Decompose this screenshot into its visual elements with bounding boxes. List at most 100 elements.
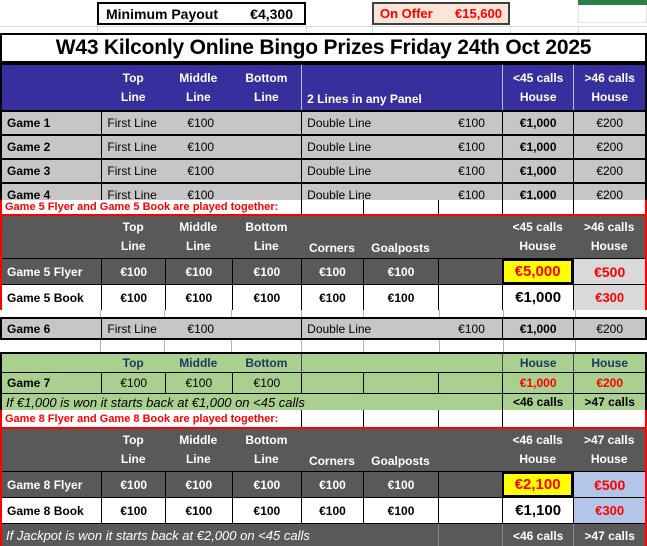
prize-cell: €100 — [301, 498, 363, 523]
header-house-lt45: <45 calls House — [512, 220, 563, 253]
spacer-row — [0, 340, 647, 352]
house-gt46-cell: €500 — [573, 259, 645, 284]
house-gt46-cell: €200 — [573, 136, 645, 158]
prize-cell: €100 — [101, 472, 165, 497]
empty-cell — [438, 498, 502, 523]
house-lt45-cell: €1,000 — [501, 319, 574, 338]
game7-table: Top Middle Bottom House House Game 7 €10… — [0, 352, 647, 410]
games-1-4-table: Top Line Middle Line Bottom Line 2 Lines in… — [0, 63, 647, 206]
empty-cell — [502, 340, 575, 352]
empty-cell — [439, 340, 503, 352]
game5-note-text: Game 5 Flyer and Game 5 Book are played … — [5, 201, 279, 213]
calls-label: >47 calls — [573, 524, 645, 546]
game-row: Game 7 €100 €100 €100 €1,000 €200 — [2, 372, 645, 393]
prize-cell: €100 — [101, 259, 165, 284]
empty-cell — [301, 200, 363, 214]
prize-cell: €100 — [362, 472, 439, 497]
empty-cell — [100, 310, 164, 317]
game7-note-text: If €1,000 is won it starts back at €1,00… — [6, 394, 305, 410]
empty-cell — [438, 429, 502, 471]
house-jackpot-cell: €2,100 — [501, 472, 574, 497]
header-goalposts: Goalposts — [371, 241, 430, 255]
game5-table: Top Line Middle Line Bottom Line Corners Go… — [0, 214, 647, 310]
gridline — [510, 26, 511, 33]
line-prize-cell: First Line €100 — [101, 319, 301, 338]
empty-cell — [362, 410, 439, 427]
game-name-cell: Game 6 — [7, 321, 51, 336]
game-row: Game 6 First Line €100 Double Line €100 €1… — [2, 319, 645, 338]
panel-prize-cell: Double Line €100 — [301, 319, 502, 338]
header-middle-line: Middle Line — [179, 70, 218, 104]
gridline — [578, 26, 579, 33]
game-name-cell: Game 2 — [7, 140, 51, 154]
game8-flyer-row: Game 8 Flyer €100 €100 €100 €100 €100 €2… — [2, 471, 645, 497]
empty-cell — [574, 310, 647, 317]
empty-cell — [164, 310, 231, 317]
game8-header-row: Top Line Middle Line Bottom Line Corners Go… — [2, 429, 645, 471]
header-middle-line: Middle Line — [179, 433, 218, 466]
header-house-gt47: >47 calls House — [583, 433, 635, 466]
empty-cell — [578, 5, 647, 23]
house-lt45-cell: €1,000 — [501, 285, 574, 310]
game6-table: Game 6 First Line €100 Double Line €100 €1… — [0, 317, 647, 340]
empty-cell — [0, 310, 100, 317]
header-bottom: Bottom — [245, 356, 288, 370]
house-lt45-cell: €1,000 — [501, 184, 574, 206]
prize-cell: €100 — [362, 259, 439, 284]
house-gt46-cell: €200 — [573, 184, 645, 206]
gridline — [0, 26, 647, 27]
on-offer-label: On Offer — [380, 6, 433, 21]
house-gt47-cell: €500 — [573, 472, 645, 497]
on-offer-value: €15,600 — [455, 6, 502, 21]
game-row: Game 1 First Line €100 Double Line €100 €1… — [2, 110, 645, 134]
on-offer-box: On Offer €15,600 — [372, 2, 510, 25]
prize-cell: €100 — [101, 285, 165, 310]
header-corner-cell — [2, 65, 101, 110]
game-name-cell: Game 7 — [7, 376, 51, 390]
empty-cell — [438, 200, 502, 214]
empty-cell — [439, 310, 503, 317]
header-top-line: Top Line — [120, 220, 146, 253]
line-prize-cell: First Line €100 — [101, 160, 301, 182]
calls-label: <46 calls — [501, 524, 574, 546]
house-lt45-cell: €1,000 — [501, 136, 574, 158]
header-house-gt46: >46 calls House — [583, 220, 635, 253]
prize-cell: €100 — [164, 373, 232, 393]
calls-label: <46 calls — [501, 394, 574, 410]
game-row: Game 2 First Line €100 Double Line €100 €1… — [2, 134, 645, 158]
empty-cell — [501, 410, 574, 427]
empty-cell — [0, 340, 100, 352]
prize-cell: €100 — [301, 259, 363, 284]
header-house-lt46: <46 calls House — [512, 433, 563, 466]
empty-cell — [573, 410, 645, 427]
empty-cell — [231, 310, 301, 317]
header-top-line: Top Line — [120, 433, 146, 466]
game8-table: Top Line Middle Line Bottom Line Corners Go… — [0, 427, 647, 546]
header-bottom-line: Bottom Line — [245, 220, 288, 253]
house-gt46-cell: €200 — [573, 319, 645, 338]
empty-cell — [231, 340, 301, 352]
house-jackpot-cell: €5,000 — [501, 259, 574, 284]
empty-cell — [301, 373, 363, 393]
empty-cell — [438, 472, 502, 497]
panel-prize-cell: Double Line €100 — [301, 112, 502, 134]
header-corners: Corners — [308, 454, 355, 468]
game-name-cell: Game 4 — [7, 188, 51, 202]
house-gt46-cell: €200 — [573, 112, 645, 134]
game-name-cell: Game 5 Book — [7, 290, 84, 305]
prize-cell: €100 — [231, 285, 302, 310]
header-middle-line: Middle Line — [179, 220, 218, 253]
header-middle: Middle — [179, 356, 218, 370]
header-top-line: Top Line — [120, 70, 146, 104]
house-lt45-cell: €1,000 — [501, 160, 574, 182]
game-row: Game 3 First Line €100 Double Line €100 €1… — [2, 158, 645, 182]
excel-green-cell — [578, 0, 647, 5]
game-name-cell: Game 1 — [7, 116, 51, 130]
panel-prize-cell: Double Line €100 — [301, 184, 502, 206]
line-prize-cell: First Line €100 — [101, 184, 301, 206]
empty-cell — [438, 373, 502, 393]
gridline — [97, 26, 98, 33]
empty-cell — [502, 310, 575, 317]
empty-cell — [301, 410, 363, 427]
